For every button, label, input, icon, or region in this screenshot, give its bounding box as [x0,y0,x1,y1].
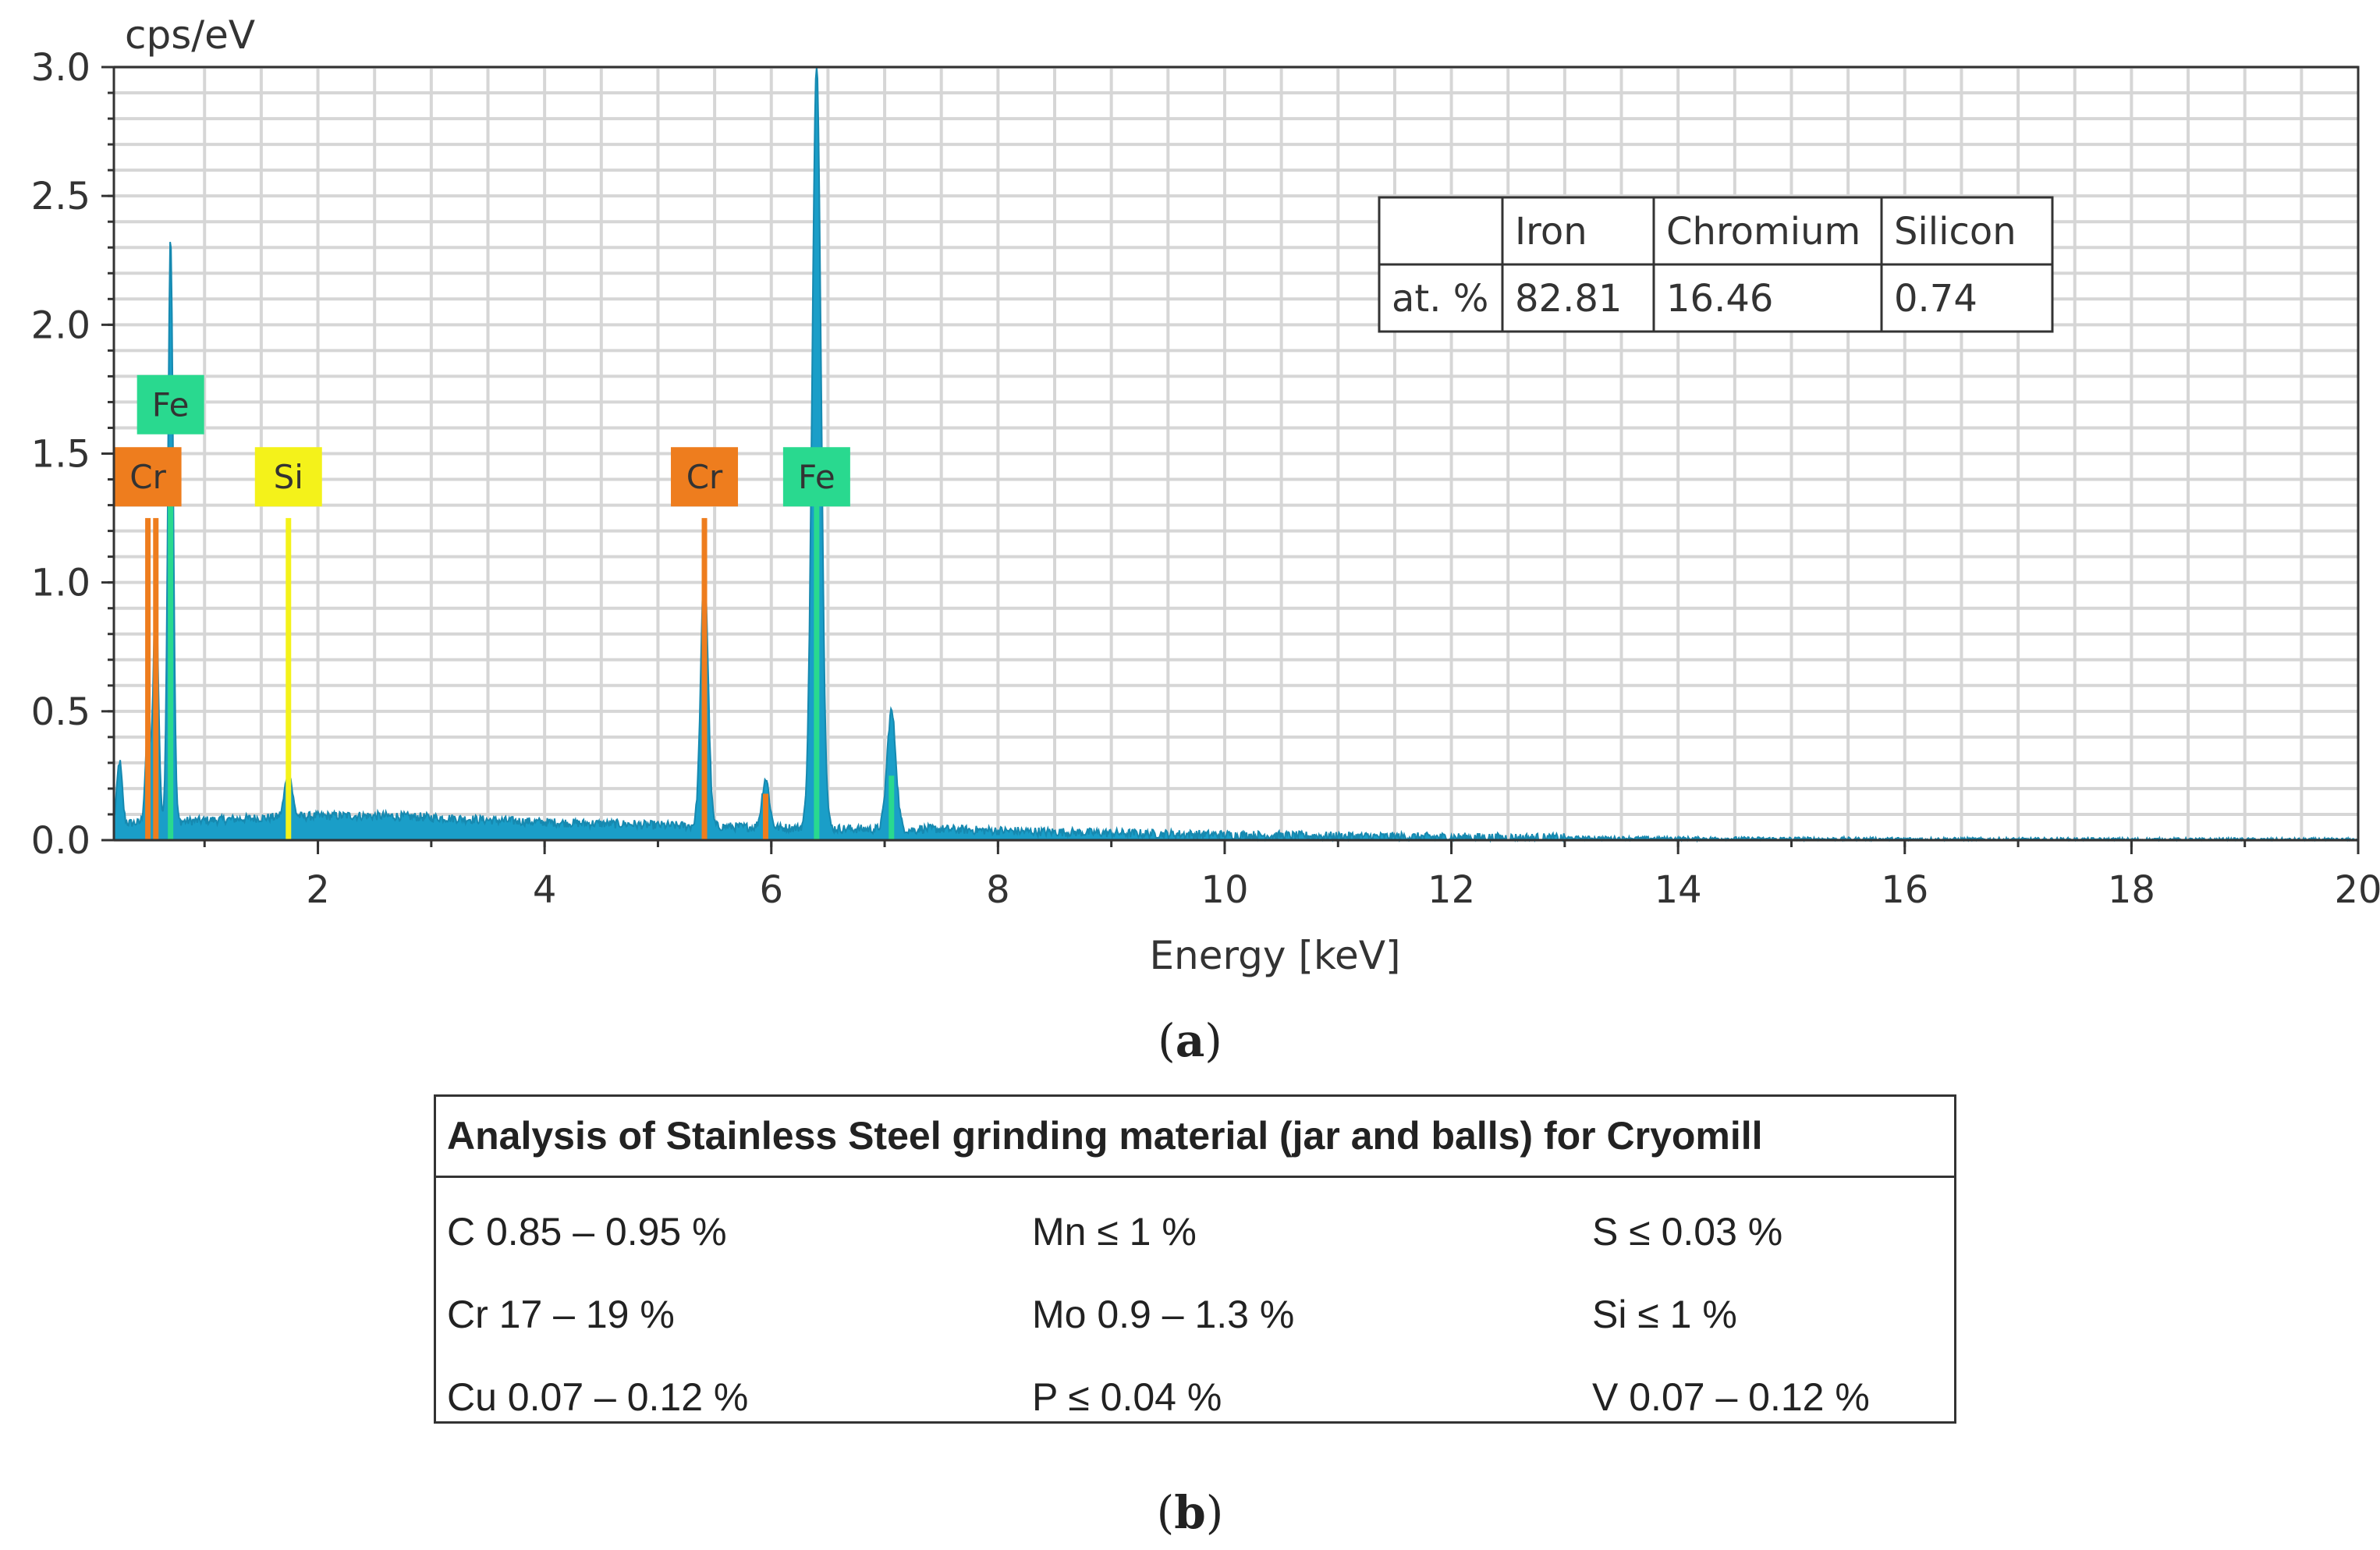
element-label-text: Fe [798,458,835,496]
element-label-box [114,447,182,507]
steel-table-title: Analysis of Stainless Steel grinding mat… [436,1097,1954,1178]
x-tick-label: 8 [986,868,1010,912]
element-label-text: Fe [152,386,190,424]
steel-cell: S ≤ 0.03 % [1592,1210,1783,1254]
y-tick-label: 2.0 [31,303,90,347]
element-label-text: Cr [686,458,723,496]
y-tick-label: 1.0 [31,562,90,605]
element-label-text: Cr [129,458,166,496]
composition-table: at. % Iron 82.81 Chromium 16.46 Silicon 0.74 [1378,196,2054,333]
y-tick-label: 3.0 [31,46,90,90]
y-axis-label: cps/eV [125,12,255,58]
x-tick-label: 14 [1655,868,1702,912]
element-label-si: Si [254,447,322,507]
y-tick-label: 0.5 [31,690,90,734]
element-label-cr: Cr [671,447,739,507]
y-tick-label: 2.5 [31,175,90,218]
element-label-cr: Cr [114,447,182,507]
x-tick-label: 2 [306,868,330,912]
element-label-text: Si [274,458,303,496]
steel-cell: Si ≤ 1 % [1592,1293,1737,1336]
x-tick-label: 18 [2108,868,2155,912]
steel-cell: Mo 0.9 – 1.3 % [1032,1293,1295,1336]
steel-cell: V 0.07 – 0.12 % [1592,1375,1870,1419]
composition-header-cell: Silicon [1894,210,2016,254]
element-label-fe: Fe [782,447,850,507]
x-tick-label: 10 [1201,868,1248,912]
composition-value-cell: 82.81 [1515,277,1622,321]
composition-header-cell: Chromium [1666,210,1860,254]
caption-b-letter: b [1174,1486,1206,1539]
element-label-box [254,447,322,507]
steel-cell: C 0.85 – 0.95 % [447,1210,727,1254]
composition-value-cell: at. % [1392,277,1488,321]
caption-a: (a) [1158,1014,1222,1067]
steel-cell: P ≤ 0.04 % [1032,1375,1222,1419]
composition-value-cell: 0.74 [1894,277,1977,321]
x-axis-label: Energy [keV] [1149,933,1400,978]
element-label-box [671,447,739,507]
x-tick-label: 12 [1428,868,1475,912]
x-tick-label: 16 [1881,868,1928,912]
steel-cell: Mn ≤ 1 % [1032,1210,1197,1254]
eds-spectrum-chart: Fe Cr Si Cr Fe 0.0 0.5 1.0 1.5 2.0 2.5 3.0 cps/eV 2 4 6… [31,12,2380,978]
steel-cell: Cr 17 – 19 % [447,1293,675,1336]
composition-header-cell: Iron [1515,210,1587,254]
x-tick-label: 20 [2334,868,2380,912]
x-tick-label: 6 [759,868,783,912]
y-tick-label: 1.5 [31,433,90,477]
steel-cell: Cu 0.07 – 0.12 % [447,1375,749,1419]
grid [114,66,2358,842]
element-label-fe: Fe [137,374,204,434]
steel-composition-table: Analysis of Stainless Steel grinding mat… [434,1094,1956,1424]
element-label-box [137,374,204,434]
composition-value-cell: 16.46 [1666,277,1773,321]
caption-b: (b) [1156,1486,1224,1539]
caption-a-letter: a [1175,1014,1205,1067]
x-tick-label: 4 [533,868,557,912]
y-tick-label: 0.0 [31,819,90,863]
element-label-box [782,447,850,507]
